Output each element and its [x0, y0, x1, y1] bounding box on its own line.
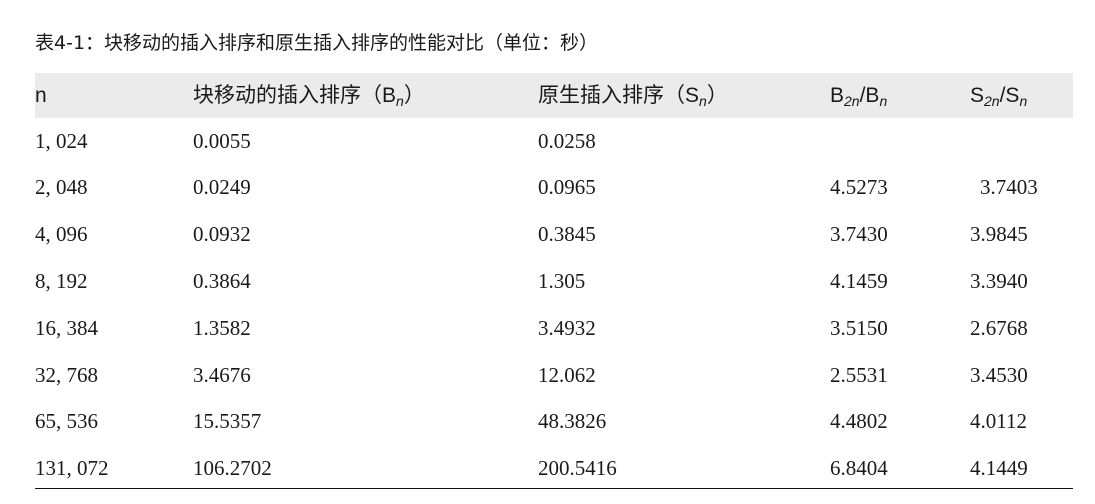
cell-native-insertion-sort: 12.062 [538, 363, 596, 387]
header-text: n [396, 93, 404, 109]
cell-s-ratio: 3.9845 [970, 222, 1028, 246]
cell-block-insertion-sort: 0.0932 [193, 222, 251, 246]
cell-block-insertion-sort: 1.3582 [193, 316, 251, 340]
cell-s-ratio: 3.4530 [970, 363, 1028, 387]
cell-block-insertion-sort: 0.0055 [193, 129, 251, 153]
cell-block-insertion-sort: 3.4676 [193, 363, 251, 387]
cell-s-ratio: 3.7403 [980, 175, 1038, 199]
cell-native-insertion-sort: 0.3845 [538, 222, 596, 246]
header-text: ） [706, 84, 728, 107]
cell-b-ratio: 6.8404 [830, 456, 888, 480]
bottom-rule [35, 488, 1073, 489]
cell-s-ratio: 2.6768 [970, 316, 1028, 340]
table-row: 2, 048 0.0249 0.0965 4.5273 3.7403 [35, 164, 1073, 210]
cell-native-insertion-sort: 200.5416 [538, 456, 617, 480]
header-b-ratio: B2n/Bn [830, 73, 887, 118]
cell-n: 2, 048 [35, 175, 88, 199]
cell-n: 16, 384 [35, 316, 98, 340]
table-row: 8, 192 0.3864 1.305 4.1459 3.3940 [35, 258, 1073, 304]
cell-block-insertion-sort: 0.0249 [193, 175, 251, 199]
cell-b-ratio: 3.5150 [830, 316, 888, 340]
cell-block-insertion-sort: 106.2702 [193, 456, 272, 480]
header-text: B [830, 84, 845, 107]
cell-n: 1, 024 [35, 129, 88, 153]
header-text: 2n [984, 93, 1000, 109]
table-row: 131, 072 106.2702 200.5416 6.8404 4.1449 [35, 445, 1073, 491]
header-text: n [1019, 93, 1028, 109]
cell-n: 131, 072 [35, 456, 109, 480]
header-text: n [879, 93, 888, 109]
table-row: 65, 536 15.5357 48.3826 4.4802 4.0112 [35, 398, 1073, 444]
header-native-insertion-sort: 原生插入排序（Sn） [538, 73, 728, 118]
cell-b-ratio: 4.1459 [830, 269, 888, 293]
cell-n: 4, 096 [35, 222, 88, 246]
cell-b-ratio: 4.4802 [830, 409, 888, 433]
header-s-ratio: S2n/Sn [970, 73, 1027, 118]
cell-native-insertion-sort: 0.0965 [538, 175, 596, 199]
cell-s-ratio: 3.3940 [970, 269, 1028, 293]
cell-b-ratio: 2.5531 [830, 363, 888, 387]
cell-s-ratio: 4.0112 [970, 409, 1027, 433]
cell-block-insertion-sort: 0.3864 [193, 269, 251, 293]
header-text: n [35, 84, 47, 107]
header-text: ） [403, 84, 425, 107]
header-text: 2n [844, 93, 860, 109]
cell-n: 32, 768 [35, 363, 98, 387]
cell-native-insertion-sort: 1.305 [538, 269, 586, 293]
cell-native-insertion-sort: 0.0258 [538, 129, 596, 153]
cell-native-insertion-sort: 48.3826 [538, 409, 607, 433]
cell-native-insertion-sort: 3.4932 [538, 316, 596, 340]
table-caption: 表4-1：块移动的插入排序和原生插入排序的性能对比（单位：秒） [35, 32, 599, 54]
table-row: 4, 096 0.0932 0.3845 3.7430 3.9845 [35, 211, 1073, 257]
header-text: /B [859, 84, 880, 107]
cell-b-ratio: 4.5273 [830, 175, 888, 199]
cell-n: 8, 192 [35, 269, 88, 293]
header-text: S [970, 84, 985, 107]
cell-block-insertion-sort: 15.5357 [193, 409, 262, 433]
table-row: 16, 384 1.3582 3.4932 3.5150 2.6768 [35, 305, 1073, 351]
table-row: 32, 768 3.4676 12.062 2.5531 3.4530 [35, 352, 1073, 398]
table-row: 1, 024 0.0055 0.0258 [35, 118, 1073, 164]
header-block-insertion-sort: 块移动的插入排序（Bn） [193, 73, 425, 118]
header-text: /S [999, 84, 1020, 107]
table-header: n 块移动的插入排序（Bn） 原生插入排序（Sn） B2n/Bn S2n/Sn [35, 73, 1073, 118]
header-text: 块移动的插入排序（B [193, 84, 397, 107]
header-text: n [699, 93, 707, 109]
cell-n: 65, 536 [35, 409, 98, 433]
header-text: 原生插入排序（S [538, 84, 700, 107]
header-n: n [35, 73, 47, 118]
cell-b-ratio: 3.7430 [830, 222, 888, 246]
cell-s-ratio: 4.1449 [970, 456, 1028, 480]
